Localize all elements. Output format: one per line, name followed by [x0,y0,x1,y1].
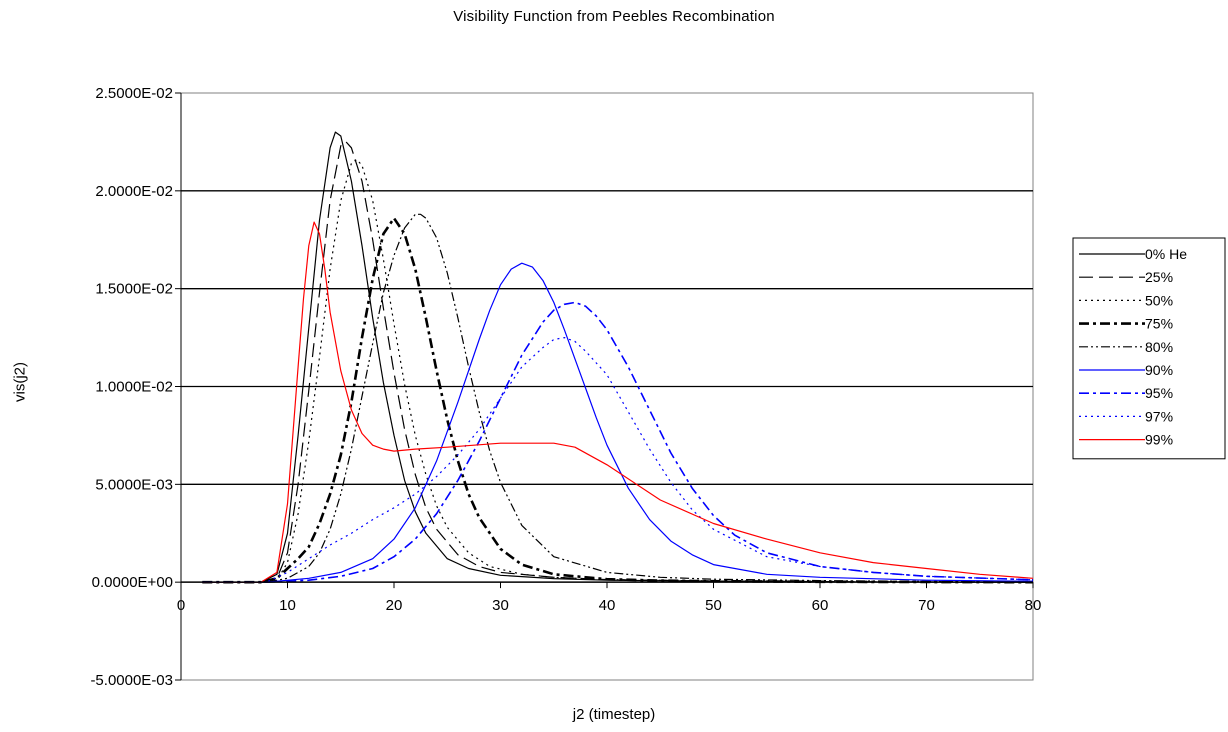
x-tick-label: 50 [705,597,722,614]
legend-label-1: 25% [1145,269,1173,285]
legend-label-3: 75% [1145,316,1173,332]
legend: 0% He 25% 50% 75% 80% 90% 95% 97% 99% [1072,237,1226,460]
legend-label-6: 95% [1145,385,1173,401]
legend-label-2: 50% [1145,292,1173,308]
y-tick-label: 2.5000E-02 [95,85,173,102]
series-line-6 [202,301,1034,583]
series-line-1 [202,141,1034,583]
series-line-8 [202,221,1034,583]
grid-lines [181,190,1033,485]
y-tick-label: 1.0000E-02 [95,379,173,396]
x-tick-label: 30 [492,597,509,614]
series-line-7 [202,337,1034,583]
legend-label-5: 90% [1145,362,1173,378]
legend-label-4: 80% [1145,339,1173,355]
y-tick-label: 5.0000E-03 [95,476,173,493]
x-tick-label: 0 [177,597,185,614]
x-tick-label: 40 [599,597,616,614]
series-line-5 [202,262,1034,583]
legend-label-7: 97% [1145,408,1173,424]
x-tick-label: 20 [386,597,403,614]
x-tick-label: 80 [1025,597,1042,614]
y-tick-label: -5.0000E-03 [90,672,173,689]
legend-label-8: 99% [1145,432,1173,448]
x-tick-label: 70 [918,597,935,614]
x-tick-label: 60 [812,597,829,614]
legend-label-0: 0% He [1145,246,1187,262]
legend-box [1072,237,1226,460]
x-tick-label: 10 [279,597,296,614]
series-lines [202,131,1034,584]
series-line-3 [202,216,1034,584]
y-tick-label: 2.0000E-02 [95,183,173,200]
series-line-0 [202,131,1034,583]
y-tick-label: 0.0000E+00 [92,574,173,591]
x-axis-label: j2 (timestep) [572,706,656,723]
chart-title: Visibility Function from Peebles Recombi… [453,8,775,25]
y-tick-label: 1.5000E-02 [95,281,173,298]
axes: -5.0000E-03 0.0000E+00 5.0000E-03 1.0000E-0… [90,85,1041,689]
